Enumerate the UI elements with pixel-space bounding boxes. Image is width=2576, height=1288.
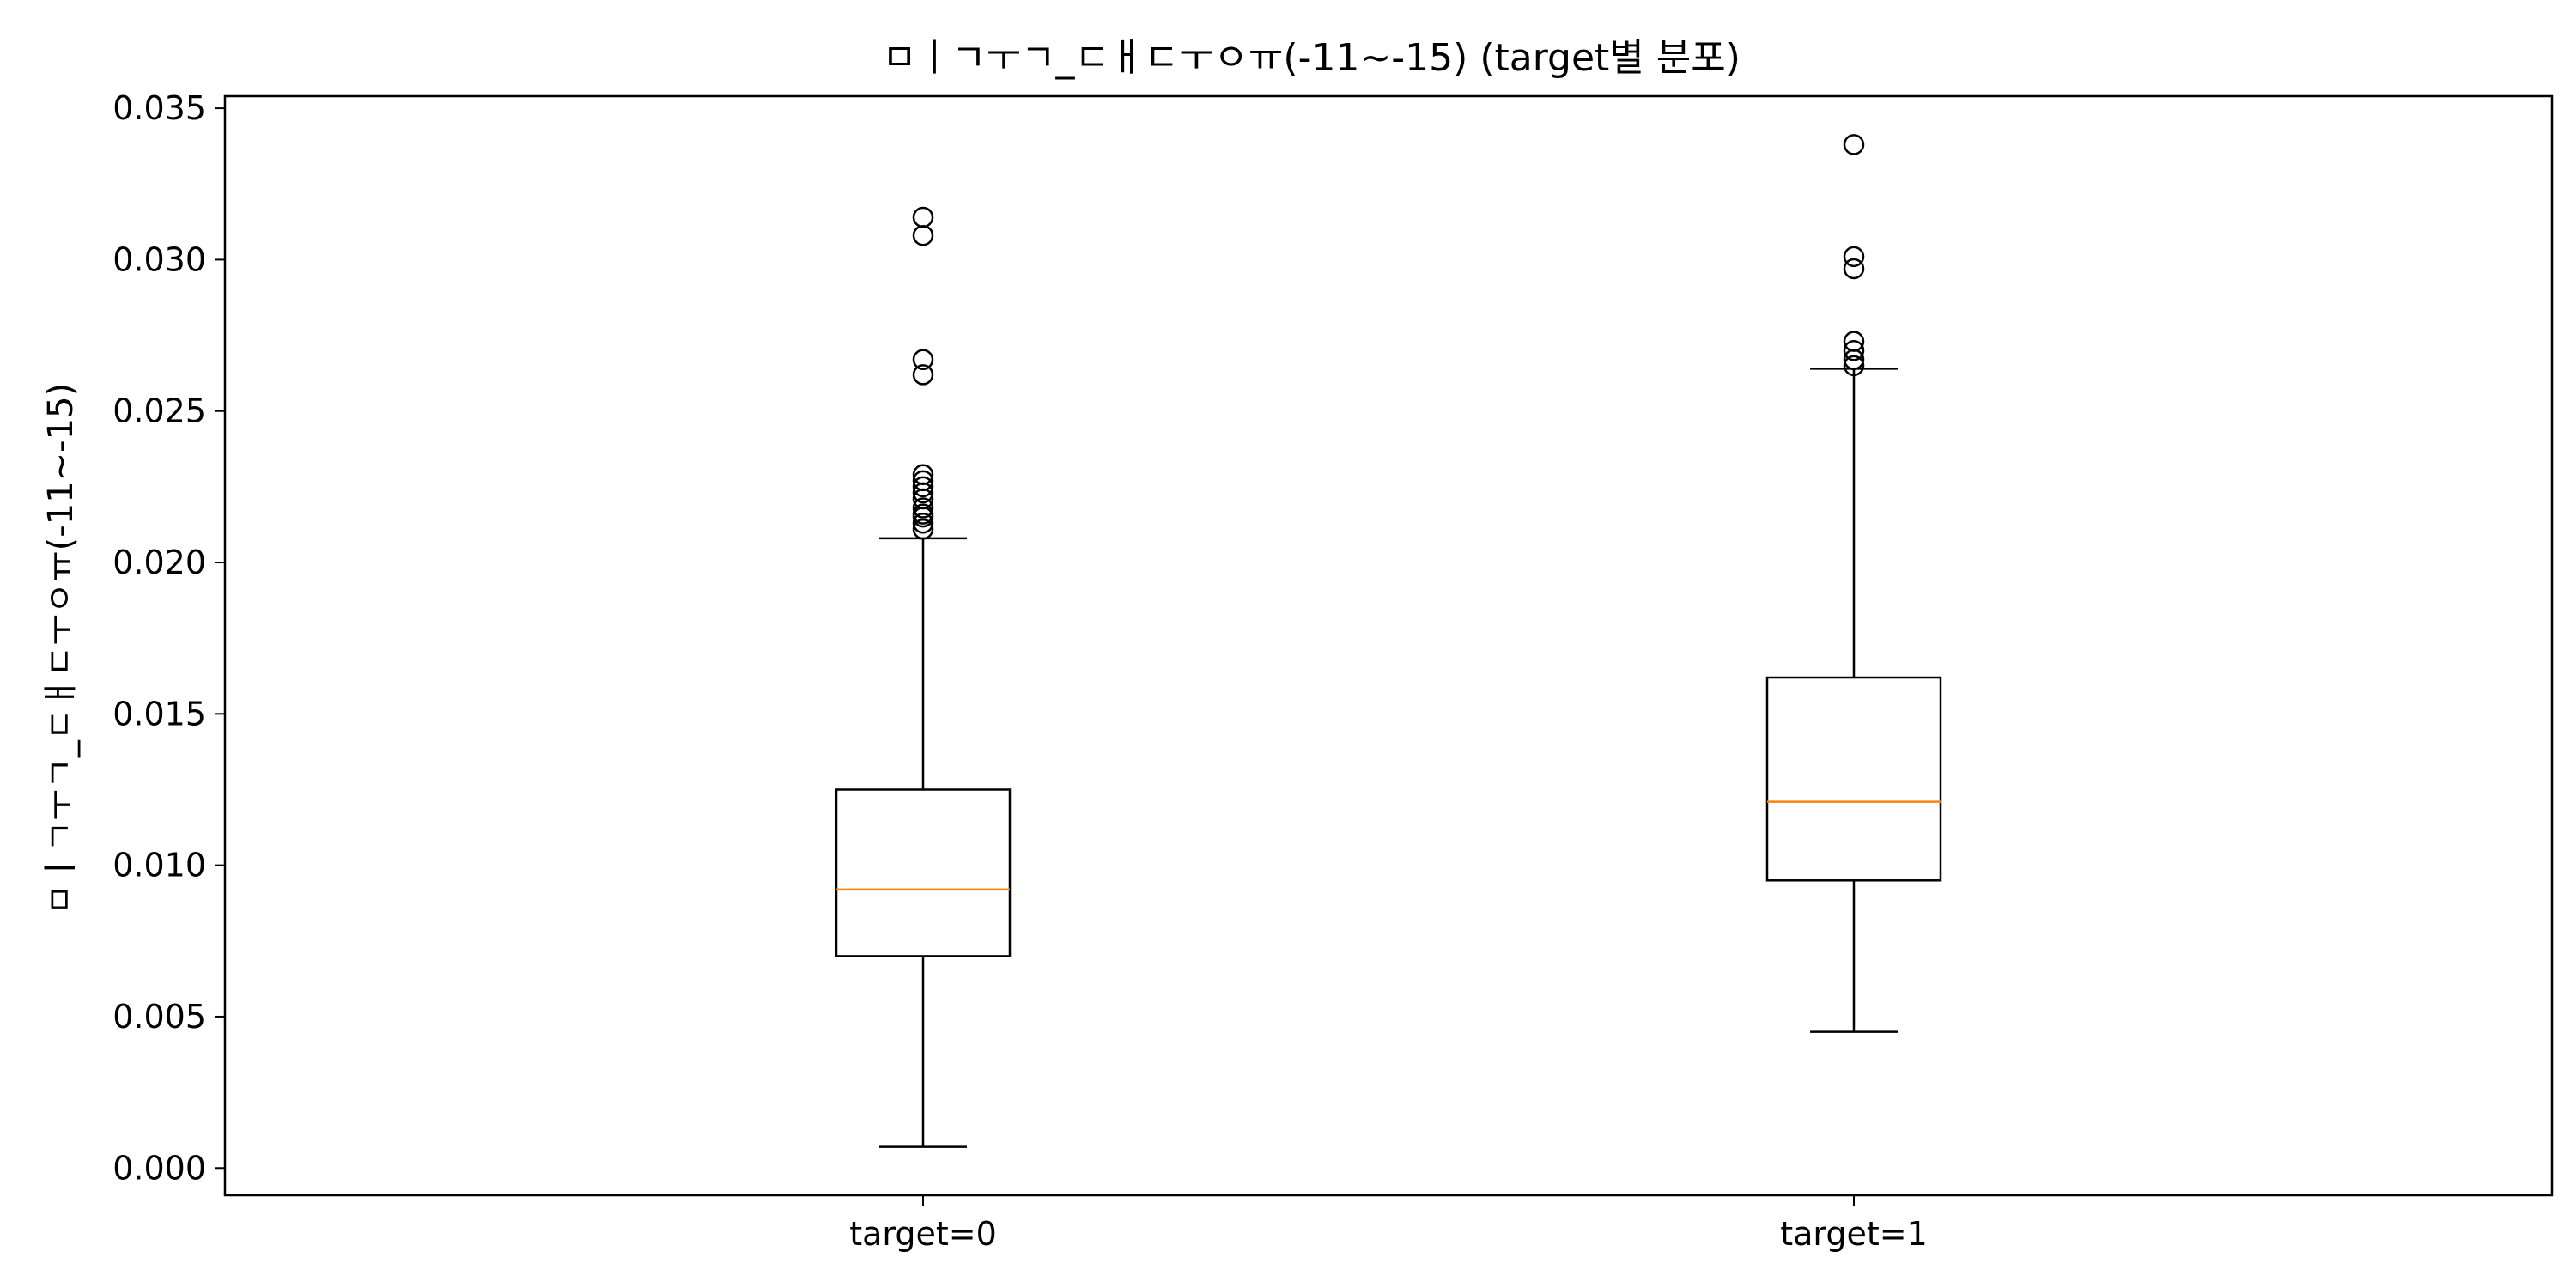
y-tick-label: 0.030 — [112, 240, 206, 278]
outlier-point — [1843, 339, 1865, 361]
iqr-box — [835, 788, 1012, 957]
y-tick-label: 0.015 — [112, 695, 206, 732]
x-tick-label: target=1 — [1780, 1215, 1928, 1253]
outlier-point — [912, 512, 934, 534]
outlier-point — [912, 349, 934, 371]
chart-title: ㅁㅣㄱㅜㄱ_ㄷㅐㄷㅜㅇㅠ(-11~-15) (target별 분포) — [882, 36, 1741, 80]
outlier-point — [912, 518, 934, 540]
y-tick-label: 0.005 — [112, 998, 206, 1036]
box-group — [1765, 134, 1942, 1033]
box-group — [835, 206, 1012, 1148]
y-tick-label: 0.010 — [112, 847, 206, 884]
y-tick-label: 0.020 — [112, 544, 206, 581]
outlier-point — [912, 364, 934, 386]
iqr-box — [1765, 676, 1942, 882]
y-tick-label: 0.035 — [112, 89, 206, 127]
y-tick-label: 0.000 — [112, 1149, 206, 1187]
x-tick-label: target=0 — [849, 1215, 997, 1253]
outlier-point — [912, 497, 934, 519]
outlier-point — [912, 464, 934, 486]
outlier-point — [912, 206, 934, 228]
x-axis-ticks: target=0 target=1 — [849, 1195, 1928, 1253]
y-axis-ticks: 0.000 0.005 0.010 0.015 0.020 0.025 0.030 0.035 — [112, 89, 225, 1187]
outlier-point — [912, 470, 934, 492]
plot-area-frame — [223, 94, 2554, 1197]
outlier-point — [1843, 258, 1865, 280]
outlier-point — [1843, 246, 1865, 268]
outlier-point — [912, 476, 934, 498]
outlier-point — [1843, 134, 1865, 155]
y-axis-label: ㅁㅣㄱㅜㄱ_ㄷㅐㄷㅜㅇㅠ(-11~-15) — [41, 383, 81, 915]
outlier-point — [1843, 331, 1865, 352]
outlier-point — [1843, 355, 1865, 377]
outlier-point — [912, 503, 934, 525]
box-series — [835, 134, 1942, 1148]
y-tick-label: 0.025 — [112, 392, 206, 430]
